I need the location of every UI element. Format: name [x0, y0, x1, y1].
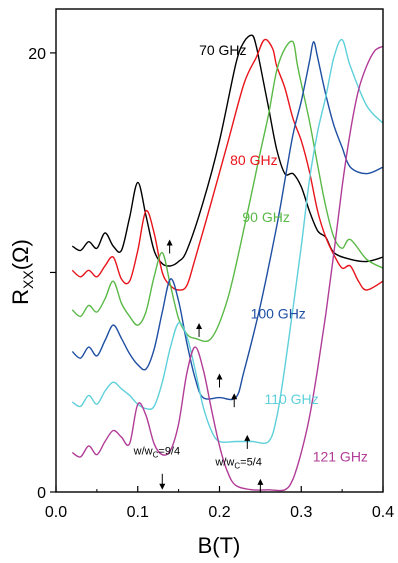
resonance-arrow-3 [231, 393, 238, 408]
x-tick-label-0: 0.0 [45, 504, 67, 521]
series-label-1: 80 GHz [230, 152, 277, 168]
series-line-0 [71, 34, 384, 267]
series-label-5: 121 GHz [313, 448, 368, 464]
x-tick-label-3: 0.3 [290, 504, 312, 521]
x-tick-label-1: 0.1 [127, 504, 149, 521]
axes-layer: 0.0 0.1 0.2 0.3 0.4 0 20 [28, 8, 394, 521]
resonance-arrow-2 [216, 373, 223, 388]
y-tick-label-2: 20 [28, 46, 46, 63]
series-line-5 [71, 45, 384, 492]
resonance-arrow-1 [196, 322, 203, 337]
label-layer: 70 GHz 80 GHz 90 GHz 100 GHz 110 GHz 121 GHz w… [133, 42, 368, 471]
series-label-4: 110 GHz [264, 391, 318, 407]
series-layer [71, 34, 384, 492]
svg-text:RXX(Ω): RXX(Ω) [8, 239, 36, 305]
series-line-3 [71, 41, 384, 401]
ratio-annotation-1: w/wC=5/4 [214, 457, 261, 471]
series-line-1 [71, 38, 384, 291]
series-label-0: 70 GHz [199, 42, 246, 58]
resonance-arrow-4 [244, 434, 251, 449]
x-tick-label-4: 0.4 [372, 504, 394, 521]
y-tick-label-0: 0 [37, 485, 46, 502]
x-axis-title: B(T) [198, 533, 241, 558]
series-line-2 [71, 40, 384, 343]
series-label-3: 100 GHz [251, 306, 306, 322]
ratio-annotation-0: w/wC=9/4 [133, 446, 180, 460]
y-axis-title: RXX(Ω) [8, 239, 36, 305]
resonance-arrow-6 [159, 473, 166, 490]
series-line-4 [71, 38, 384, 444]
series-label-2: 90 GHz [242, 209, 289, 225]
resonance-arrow-0 [166, 239, 173, 254]
x-tick-label-2: 0.2 [208, 504, 230, 521]
